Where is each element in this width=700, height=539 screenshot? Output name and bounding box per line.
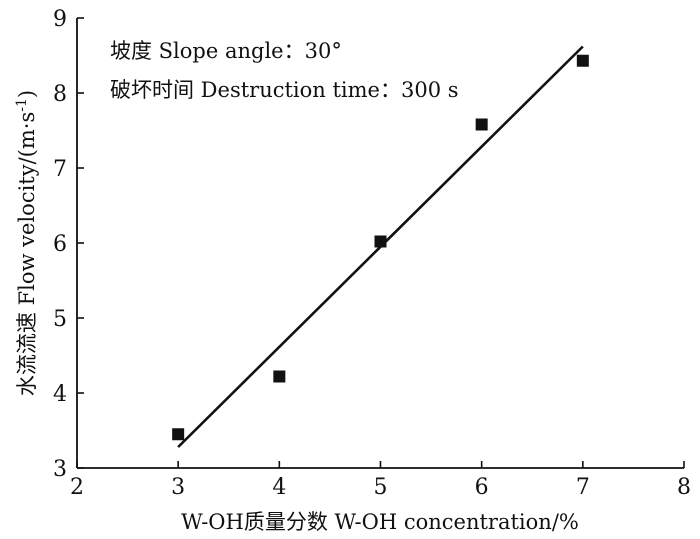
y-axis-title-end: ) bbox=[15, 90, 39, 98]
data-points bbox=[172, 54, 589, 441]
annotation-destruction-time: 破坏时间 Destruction time：300 s bbox=[110, 78, 459, 102]
x-tick-label: 5 bbox=[374, 475, 388, 500]
data-point bbox=[374, 235, 387, 248]
y-axis-title-main: 水流流速 Flow velocity/(m·s bbox=[15, 112, 39, 396]
y-tick-label: 5 bbox=[53, 307, 67, 332]
y-tick-label: 9 bbox=[53, 7, 67, 32]
y-axis-title-superscript: -1 bbox=[14, 98, 30, 112]
y-ticks: 3 4 5 6 7 8 9 bbox=[53, 7, 84, 482]
x-tick-label: 3 bbox=[171, 475, 185, 500]
y-tick-label: 6 bbox=[53, 232, 67, 257]
data-point bbox=[172, 428, 185, 441]
x-tick-label: 4 bbox=[272, 475, 286, 500]
y-tick-label: 3 bbox=[53, 457, 67, 482]
x-tick-label: 6 bbox=[475, 475, 489, 500]
y-tick-label: 8 bbox=[53, 82, 67, 107]
x-tick-label: 7 bbox=[576, 475, 590, 500]
y-tick-label: 7 bbox=[53, 157, 67, 182]
y-tick-label: 4 bbox=[53, 382, 67, 407]
y-axis-title: 水流流速 Flow velocity/(m·s-1) bbox=[14, 90, 39, 396]
x-ticks: 2 3 4 5 6 7 8 bbox=[70, 461, 691, 500]
data-point bbox=[576, 54, 589, 67]
x-tick-label: 8 bbox=[677, 475, 691, 500]
annotation-slope-angle: 坡度 Slope angle：30° bbox=[110, 39, 342, 63]
data-point bbox=[273, 370, 286, 383]
x-axis-title: W-OH质量分数 W-OH concentration/% bbox=[181, 510, 579, 534]
data-point bbox=[475, 118, 488, 131]
x-tick-label: 2 bbox=[70, 475, 84, 500]
